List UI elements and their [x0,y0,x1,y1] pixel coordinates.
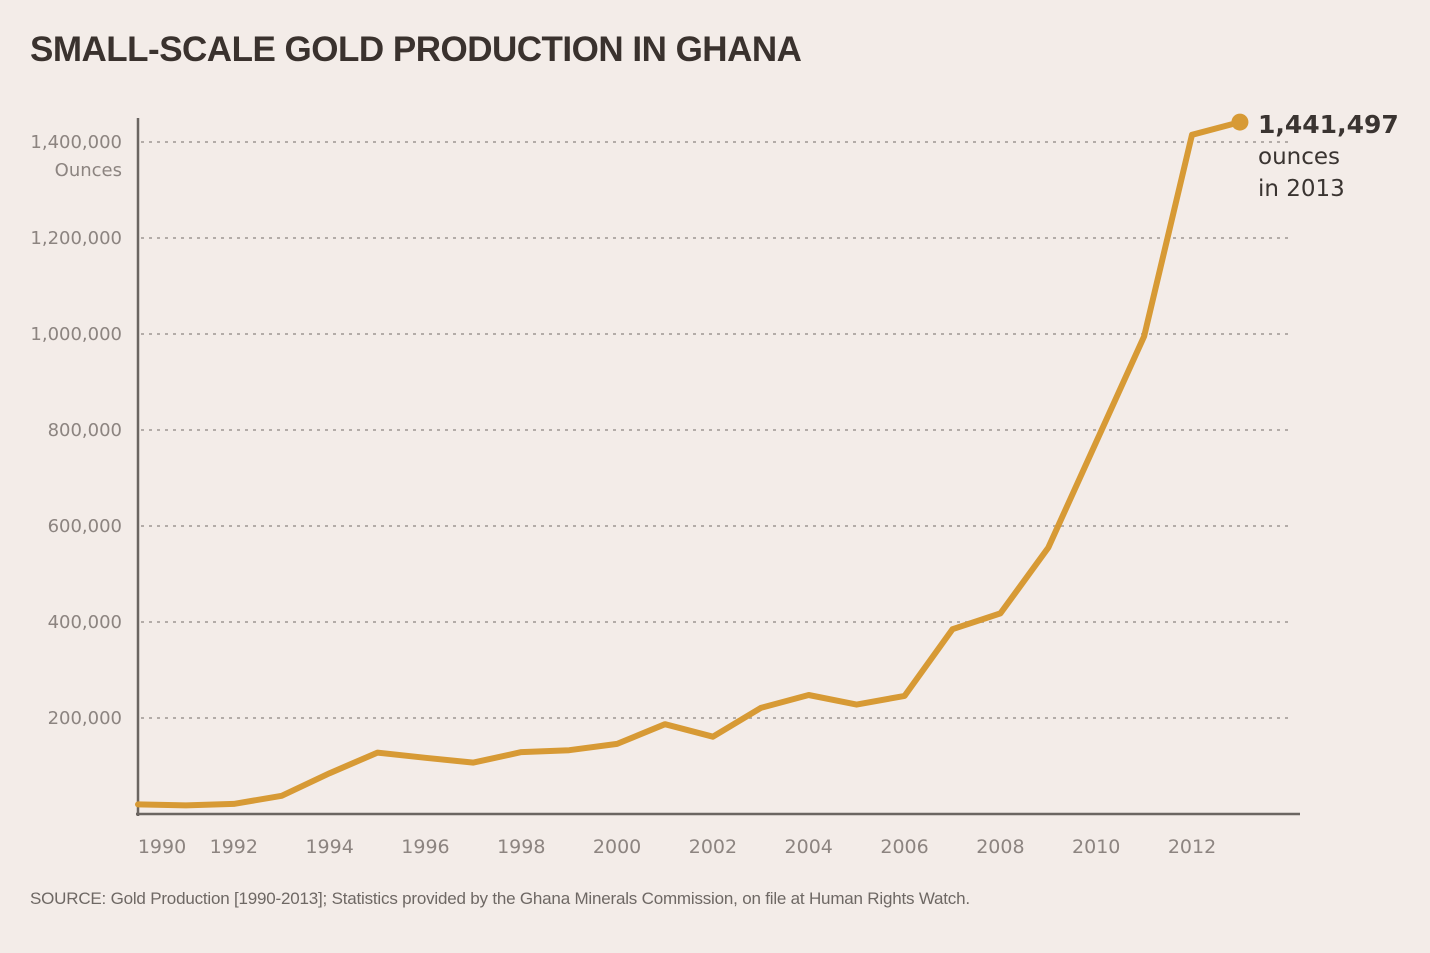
annotation-value: 1,441,497 [1258,110,1399,139]
y-axis-unit-label: Ounces [55,160,122,181]
y-tick-label: 200,000 [48,708,122,729]
y-tick-label: 1,000,000 [30,324,122,345]
x-tick-label: 1990 [138,836,186,858]
x-tick-label: 1998 [497,836,545,858]
y-tick-label: 800,000 [48,420,122,441]
x-tick-label: 1992 [210,836,258,858]
x-tick-label: 1994 [305,836,353,858]
end-point-dot [1231,113,1249,131]
x-tick-label: 2002 [689,836,737,858]
end-value-annotation: 1,441,497 ounces in 2013 [1258,109,1399,205]
x-tick-label: 2010 [1072,836,1120,858]
x-tick-label: 2008 [976,836,1024,858]
x-tick-label: 2006 [880,836,928,858]
y-tick-label: 600,000 [48,516,122,537]
x-tick-label: 2004 [785,836,833,858]
production-line [135,119,1243,809]
x-tick-label: 2000 [593,836,641,858]
x-tick-label: 1996 [401,836,449,858]
y-tick-label: 400,000 [48,612,122,633]
page-title: SMALL-SCALE GOLD PRODUCTION IN GHANA [30,30,802,69]
y-tick-label: 1,200,000 [30,228,122,249]
annotation-year: in 2013 [1258,176,1345,202]
y-tick-label: 1,400,000 [30,132,122,153]
x-tick-label: 2012 [1168,836,1216,858]
annotation-unit: ounces [1258,144,1341,170]
source-note: SOURCE: Gold Production [1990-2013]; Sta… [30,889,970,908]
